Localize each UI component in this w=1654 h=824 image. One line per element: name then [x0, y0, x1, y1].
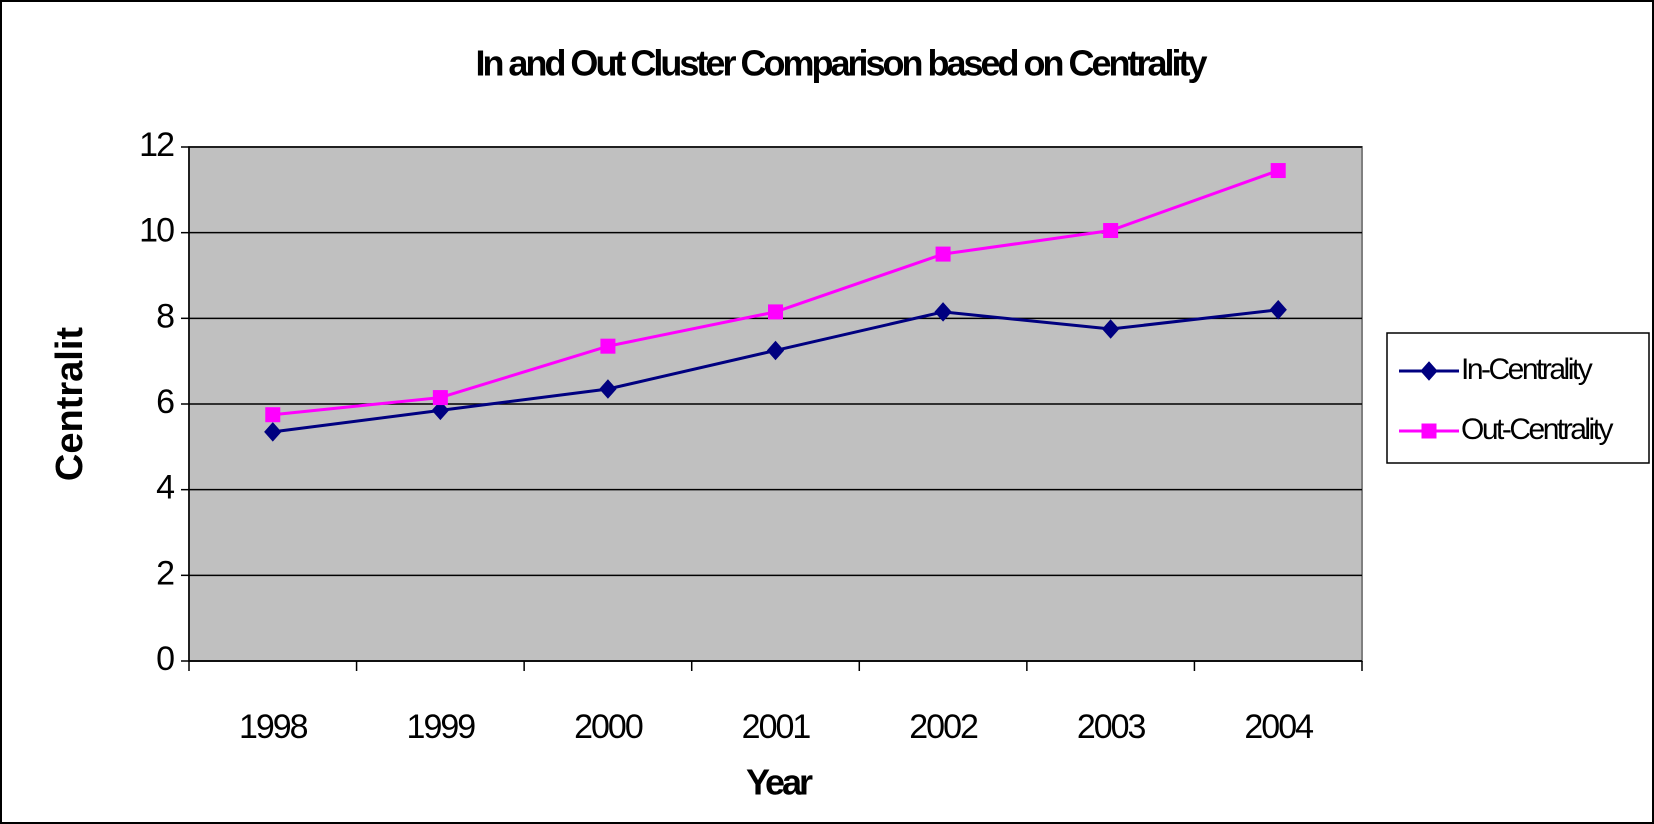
x-tick-label: 1998 [239, 708, 308, 746]
marker [432, 390, 448, 406]
y-tick-label: 12 [139, 126, 174, 164]
x-tick-label: 2003 [1077, 708, 1146, 746]
y-axis-label: Centralit [49, 327, 91, 481]
x-tick-label: 2004 [1244, 708, 1313, 746]
marker [1103, 223, 1119, 239]
y-tick-label: 0 [156, 640, 174, 678]
legend-box [1386, 332, 1650, 464]
x-tick-label: 2001 [742, 708, 811, 746]
marker [264, 422, 282, 442]
marker [431, 400, 450, 421]
marker [934, 302, 952, 322]
legend-label: In-Centrality [1461, 353, 1593, 386]
y-tick-label: 10 [139, 212, 174, 250]
marker [1269, 300, 1287, 320]
marker [935, 246, 951, 262]
marker [1421, 423, 1437, 439]
marker [1420, 361, 1438, 381]
x-tick-label: 2002 [909, 708, 978, 746]
chart-title: In and Out Cluster Comparison based on C… [475, 43, 1207, 84]
x-tick-label: 2000 [574, 708, 643, 746]
y-tick-label: 6 [156, 383, 174, 421]
marker [599, 379, 617, 399]
marker [1101, 319, 1120, 339]
marker [768, 304, 783, 320]
marker [265, 407, 281, 423]
y-tick-label: 2 [156, 554, 174, 592]
marker [600, 338, 616, 354]
x-axis-label: Year [746, 762, 813, 803]
legend-label: Out-Centrality [1461, 413, 1614, 446]
y-tick-label: 4 [156, 469, 174, 507]
marker [1270, 163, 1286, 179]
x-tick-label: 1999 [407, 708, 476, 746]
marker [766, 340, 785, 361]
y-tick-label: 8 [156, 297, 174, 335]
